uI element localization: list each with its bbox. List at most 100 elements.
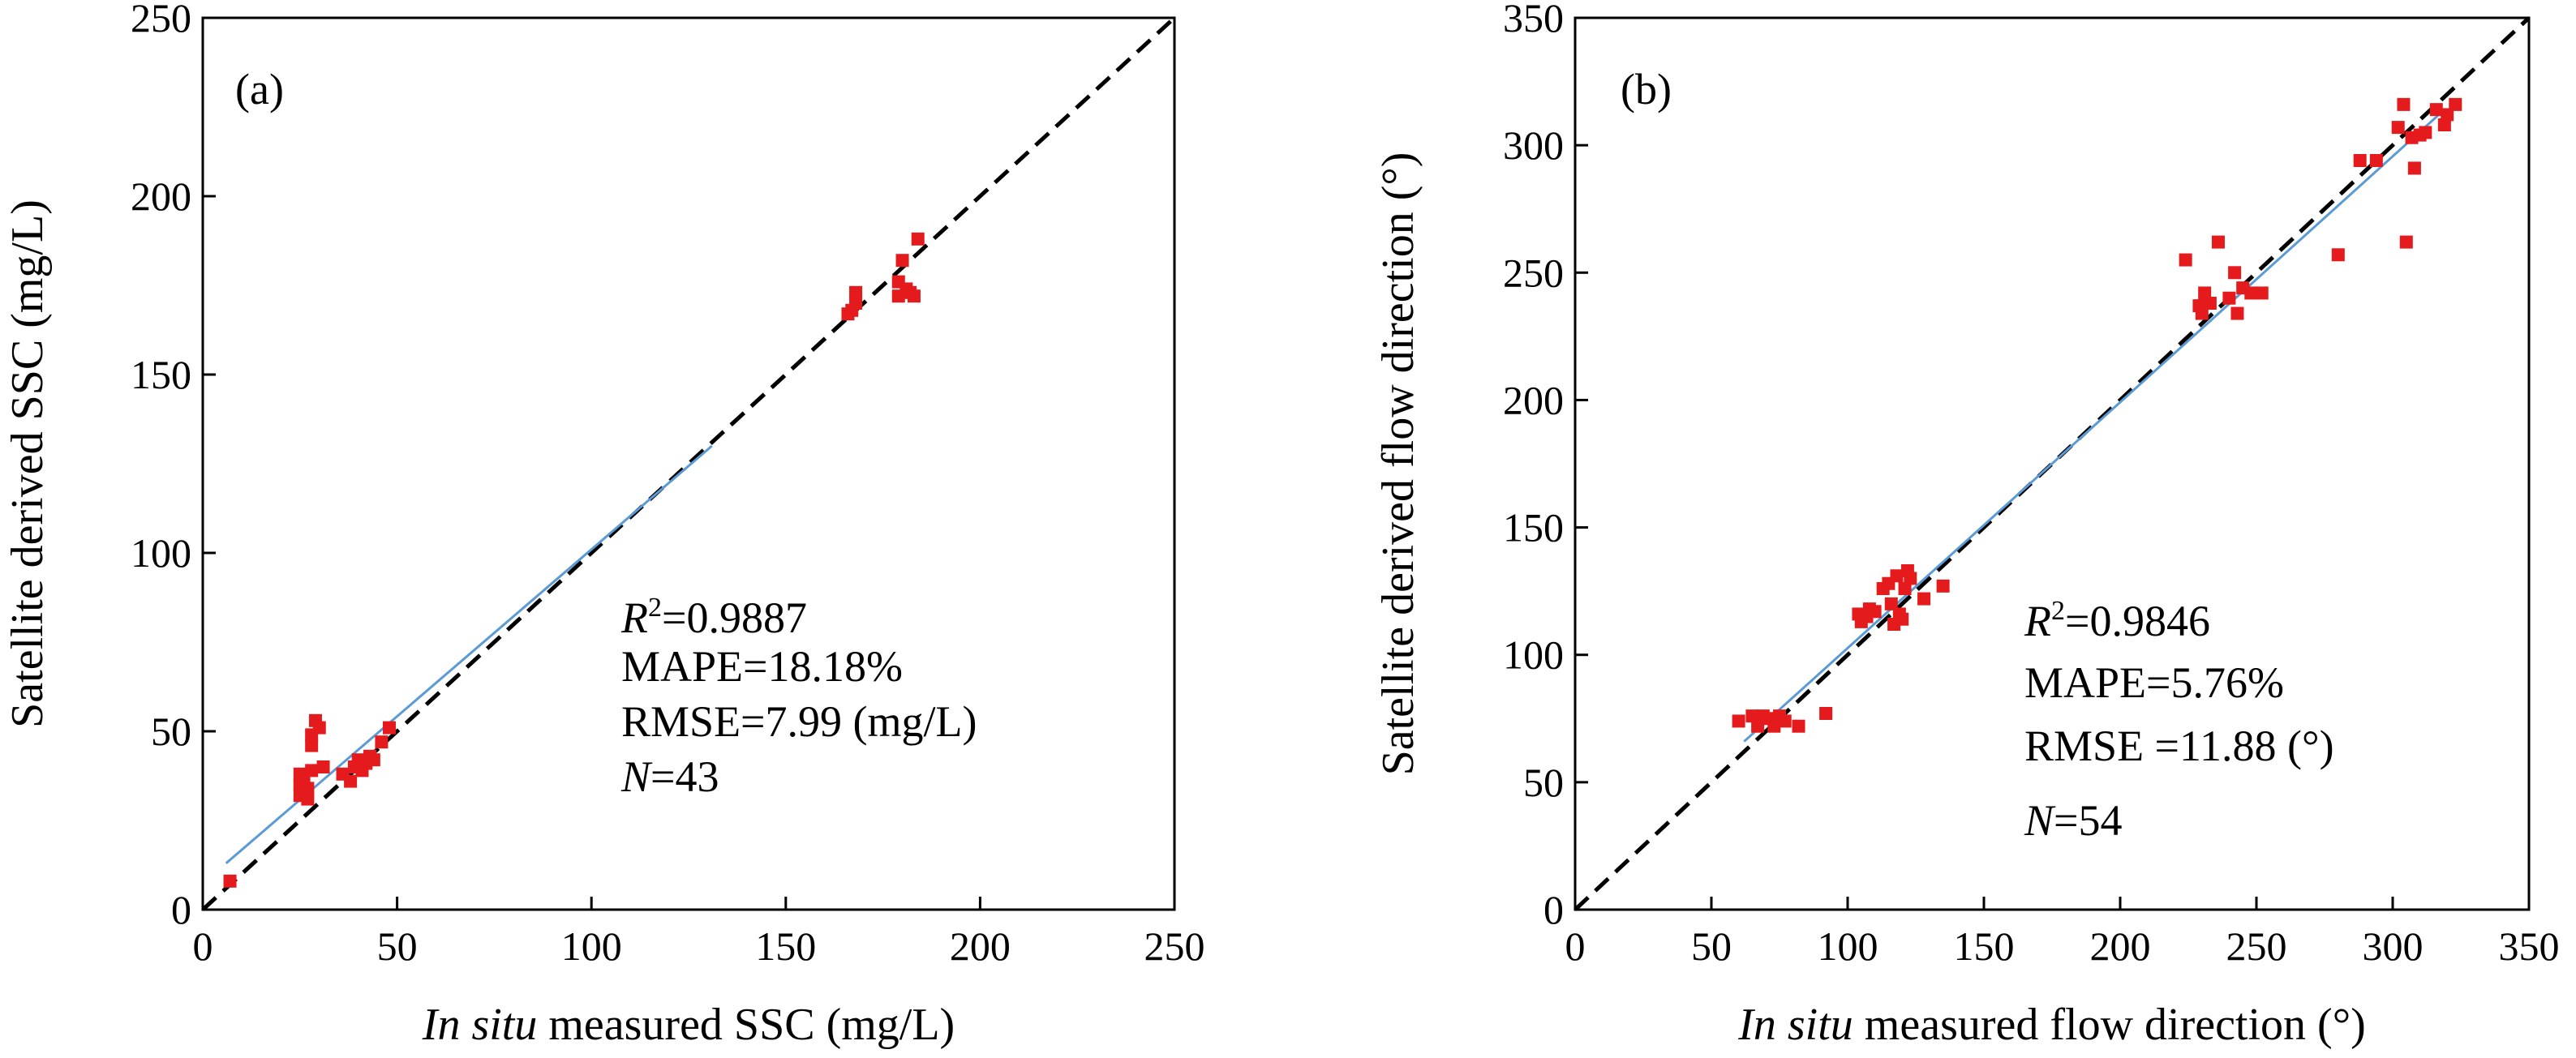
data-point bbox=[312, 721, 326, 735]
panel-a-x-title-italic: In situ bbox=[422, 1000, 538, 1050]
data-point bbox=[2331, 248, 2345, 262]
data-point bbox=[301, 782, 315, 795]
data-point bbox=[1898, 582, 1912, 595]
panel-b-x-axis-title: In situ measured flow direction (°) bbox=[1737, 1000, 2366, 1050]
data-point bbox=[1936, 579, 1950, 593]
y-tick-label: 200 bbox=[1503, 377, 1564, 422]
panel-a-y-ticks: 0 50 100 150 200 250 bbox=[131, 0, 216, 932]
data-point bbox=[1745, 709, 1759, 723]
data-point bbox=[2179, 253, 2192, 267]
data-point bbox=[2399, 235, 2413, 249]
data-point bbox=[1884, 597, 1898, 610]
panel-b-n: N=54 bbox=[2024, 796, 2123, 845]
data-point bbox=[2391, 121, 2405, 135]
data-point bbox=[849, 297, 863, 310]
data-point bbox=[2195, 306, 2209, 320]
data-point bbox=[305, 739, 319, 752]
panel-b-y-axis-title: Satellite derived flow direction (°) bbox=[1373, 152, 1423, 776]
panel-a-r2-value: =0.9887 bbox=[662, 593, 807, 642]
data-point bbox=[2407, 161, 2421, 175]
data-point bbox=[1732, 714, 1745, 728]
data-point bbox=[1917, 592, 1931, 606]
panel-a-points bbox=[223, 232, 925, 888]
data-point bbox=[1904, 572, 1917, 585]
y-tick-label: 0 bbox=[171, 887, 191, 932]
panel-b-rmse: RMSE =11.88 (°) bbox=[2024, 722, 2334, 770]
x-tick-label: 0 bbox=[193, 923, 213, 969]
panel-b-r2: R2=0.9846 bbox=[2024, 596, 2210, 645]
x-tick-label: 150 bbox=[755, 923, 816, 969]
x-tick-label: 200 bbox=[2090, 923, 2151, 969]
data-point bbox=[1890, 569, 1904, 583]
data-point bbox=[383, 721, 397, 735]
data-point bbox=[344, 774, 358, 788]
x-tick-label: 350 bbox=[2499, 923, 2560, 969]
panel-a-ssc: 0 50 100 150 200 250 0 50 100 150 200 250 (a) R2=0… bbox=[2, 0, 1205, 1050]
panel-a-n: N=43 bbox=[620, 752, 719, 801]
panel-a-n-symbol: N bbox=[620, 752, 653, 801]
panel-a-r2: R2=0.9887 bbox=[620, 593, 807, 642]
x-tick-label: 50 bbox=[377, 923, 418, 969]
y-tick-label: 250 bbox=[131, 0, 191, 41]
panel-a-mape: MAPE=18.18% bbox=[621, 642, 903, 691]
y-tick-label: 100 bbox=[1503, 632, 1564, 678]
data-point bbox=[907, 289, 921, 303]
data-point bbox=[2397, 97, 2411, 111]
x-tick-label: 0 bbox=[1565, 923, 1586, 969]
panel-a-r2-sup: 2 bbox=[648, 593, 662, 623]
panel-b-x-title-italic: In situ bbox=[1737, 1000, 1853, 1050]
data-point bbox=[301, 792, 315, 806]
panel-b-fit-line bbox=[1743, 111, 2443, 743]
data-point bbox=[2203, 297, 2217, 310]
data-point bbox=[2198, 286, 2212, 300]
x-tick-label: 300 bbox=[2363, 923, 2424, 969]
x-tick-label: 50 bbox=[1691, 923, 1732, 969]
panel-a-x-ticks: 0 50 100 150 200 250 bbox=[193, 897, 1205, 969]
panel-a-n-value: =43 bbox=[650, 752, 719, 801]
data-point bbox=[2419, 126, 2432, 139]
panel-b-n-value: =54 bbox=[2054, 796, 2122, 845]
data-point bbox=[2429, 103, 2443, 117]
data-point bbox=[305, 764, 319, 777]
data-point bbox=[2230, 306, 2244, 320]
data-point bbox=[2437, 118, 2451, 131]
data-point bbox=[1767, 719, 1781, 733]
data-point bbox=[2353, 154, 2367, 167]
x-tick-label: 150 bbox=[1954, 923, 2015, 969]
data-point bbox=[895, 254, 909, 268]
panel-b-flow-direction: 0 50 100 150 200 250 300 350 0 50 100 150 200 250 300… bbox=[1373, 0, 2560, 1050]
y-tick-label: 250 bbox=[1503, 250, 1564, 295]
y-tick-label: 300 bbox=[1503, 122, 1564, 168]
data-point bbox=[223, 874, 237, 888]
x-tick-label: 200 bbox=[950, 923, 1011, 969]
panel-a-stats: R2=0.9887 MAPE=18.18% RMSE=7.99 (mg/L) N… bbox=[620, 593, 977, 801]
data-point bbox=[849, 285, 863, 299]
panel-b-points bbox=[1732, 97, 2462, 733]
panel-a-x-axis-title: In situ measured SSC (mg/L) bbox=[422, 1000, 955, 1050]
data-point bbox=[2222, 291, 2236, 305]
panel-a-x-title-rest: measured SSC (mg/L) bbox=[537, 1000, 955, 1050]
data-point bbox=[2228, 266, 2242, 280]
data-point bbox=[2244, 286, 2258, 300]
panel-b-x-ticks: 0 50 100 150 200 250 300 350 bbox=[1565, 897, 2560, 969]
panel-a-plot-frame bbox=[201, 16, 1176, 911]
x-tick-label: 250 bbox=[1144, 923, 1205, 969]
panel-b-plot-frame bbox=[1574, 16, 2531, 911]
y-tick-label: 350 bbox=[1503, 0, 1564, 41]
data-point bbox=[375, 735, 389, 749]
data-point bbox=[1778, 714, 1792, 728]
y-tick-label: 50 bbox=[151, 709, 191, 754]
y-tick-label: 50 bbox=[1523, 760, 1564, 805]
data-point bbox=[2369, 154, 2383, 167]
panel-b-mape: MAPE=5.76% bbox=[2024, 658, 2284, 707]
y-tick-label: 200 bbox=[131, 173, 191, 219]
x-tick-label: 100 bbox=[1818, 923, 1878, 969]
panel-a-label: (a) bbox=[235, 65, 284, 114]
panel-b-y-ticks: 0 50 100 150 200 250 300 350 bbox=[1503, 0, 1588, 932]
y-tick-label: 100 bbox=[131, 530, 191, 576]
panel-a-y-axis-title: Satellite derived SSC (mg/L) bbox=[2, 199, 53, 728]
panel-b-x-title-rest: measured flow direction (°) bbox=[1853, 1000, 2366, 1050]
panel-a-rmse: RMSE=7.99 (mg/L) bbox=[621, 697, 977, 746]
panel-b-label: (b) bbox=[1621, 65, 1672, 114]
